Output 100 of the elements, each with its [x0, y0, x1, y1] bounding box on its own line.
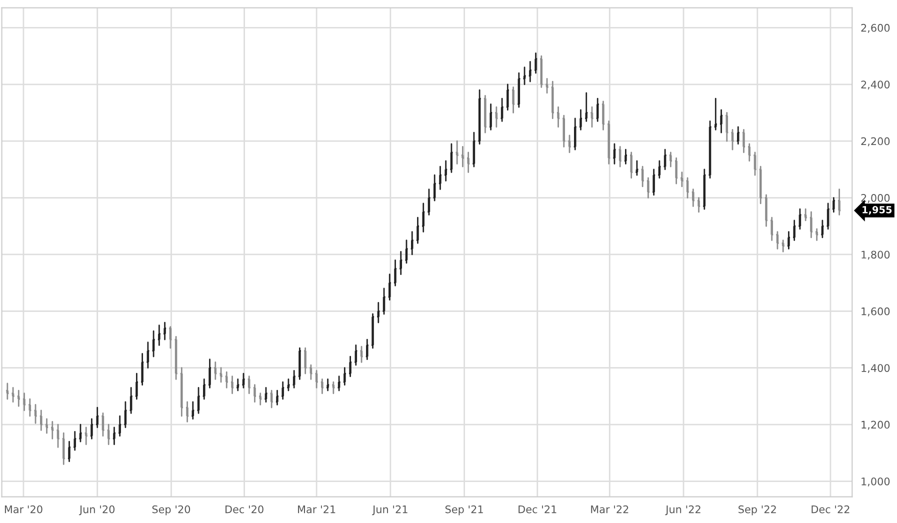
- candlestick: [792, 220, 796, 241]
- candlestick: [596, 98, 600, 122]
- candlestick: [370, 313, 375, 349]
- candlestick: [5, 382, 10, 400]
- y-tick-label: 1,400: [862, 364, 890, 374]
- x-tick-label: Mar '20: [4, 505, 42, 514]
- candlestick: [691, 188, 696, 207]
- candlestick: [488, 104, 493, 130]
- candlestick: [72, 430, 77, 451]
- candlestick: [714, 98, 718, 130]
- x-tick-label: Dec '20: [226, 505, 264, 514]
- candlestick: [786, 231, 791, 250]
- candlestick: [28, 398, 32, 417]
- candlestick: [606, 120, 611, 164]
- candlestick: [236, 378, 240, 392]
- candlestick: [342, 367, 347, 386]
- annotation: 1,955: [862, 206, 892, 215]
- candlestick: [629, 152, 634, 179]
- candlestick: [230, 376, 234, 394]
- candlestick: [421, 202, 426, 232]
- candlestick: [44, 418, 49, 434]
- candlestick: [252, 384, 257, 403]
- candlestick: [326, 378, 330, 392]
- candlestick: [652, 168, 656, 196]
- candlestick: [814, 228, 819, 241]
- candlestick: [438, 166, 442, 190]
- candlestick: [483, 95, 488, 134]
- x-tick-label: Jun '21: [372, 505, 408, 516]
- candlestick: [668, 152, 673, 168]
- candlestick: [809, 211, 814, 238]
- candlestick: [196, 387, 201, 414]
- candlestick: [696, 197, 701, 213]
- candlestick: [129, 387, 134, 414]
- y-tick-label: 1,600: [862, 307, 890, 316]
- candlestick: [747, 143, 752, 162]
- candlestick: [590, 106, 594, 128]
- candlestick: [67, 440, 72, 462]
- candlestick: [584, 92, 588, 122]
- candlestick: [500, 98, 504, 122]
- candlestick: [208, 358, 212, 388]
- candlestick: [242, 372, 246, 388]
- candlestick: [764, 194, 768, 227]
- y-tick-label: 2,000: [861, 194, 890, 203]
- x-tick-label: Dec '22: [812, 505, 850, 514]
- y-tick-label: 2,400: [861, 80, 890, 90]
- x-tick-label: Mar '21: [298, 505, 336, 514]
- candlestick: [393, 259, 398, 286]
- candlestick: [275, 390, 280, 406]
- candlestick: [466, 152, 470, 173]
- candlestick: [618, 146, 622, 168]
- y-tick-label: 1,200: [862, 420, 890, 430]
- candlestick: [168, 326, 172, 349]
- candlestick: [157, 324, 162, 346]
- candlestick: [219, 367, 223, 383]
- candlestick: [770, 216, 774, 241]
- candlestick: [472, 132, 476, 168]
- candlestick: [224, 371, 229, 388]
- candlestick: [573, 118, 578, 150]
- candlestick: [39, 410, 44, 431]
- candlestick: [376, 302, 380, 324]
- candlestick: [578, 109, 583, 130]
- candlestick: [303, 347, 308, 374]
- y-tick-label: 2,600: [861, 24, 890, 33]
- candlestick: [320, 378, 324, 394]
- candlestick: [432, 174, 437, 202]
- candlestick: [506, 84, 510, 111]
- candlestick: [640, 166, 645, 188]
- candlestick: [95, 406, 100, 428]
- candlestick: [112, 426, 116, 446]
- candlestick: [832, 197, 836, 213]
- candlestick: [185, 401, 190, 422]
- candlestick: [298, 347, 302, 380]
- x-tick-label: Mar '22: [591, 505, 628, 514]
- candlestick: [460, 146, 465, 168]
- candlestick: [702, 168, 706, 210]
- candlestick: [140, 352, 144, 386]
- candlestick: [162, 322, 167, 340]
- candlestick: [180, 367, 184, 417]
- candlestick: [455, 140, 460, 164]
- x-tick-label: Sep '21: [445, 505, 483, 516]
- candlestick: [781, 240, 786, 252]
- candlestick: [16, 390, 21, 407]
- candlestick: [388, 274, 392, 301]
- candlestick: [528, 61, 532, 82]
- candlestick: [152, 330, 156, 358]
- candlestick: [534, 52, 538, 74]
- x-tick-label: Sep '20: [152, 505, 190, 516]
- x-tick-label: Dec '21: [518, 505, 556, 514]
- candlestick: [568, 134, 572, 154]
- x-tick-label: Sep '22: [738, 505, 776, 516]
- candlestick: [416, 216, 420, 244]
- candlestick: [134, 372, 139, 400]
- y-tick-label: 2,200: [861, 137, 890, 146]
- candlestick: [365, 338, 370, 360]
- x-tick-label: Jun '22: [665, 505, 700, 516]
- candlestick: [719, 109, 724, 134]
- candlestick: [62, 432, 66, 465]
- candlestick: [84, 426, 88, 446]
- candlestick: [90, 418, 94, 440]
- candlestick: [680, 172, 684, 188]
